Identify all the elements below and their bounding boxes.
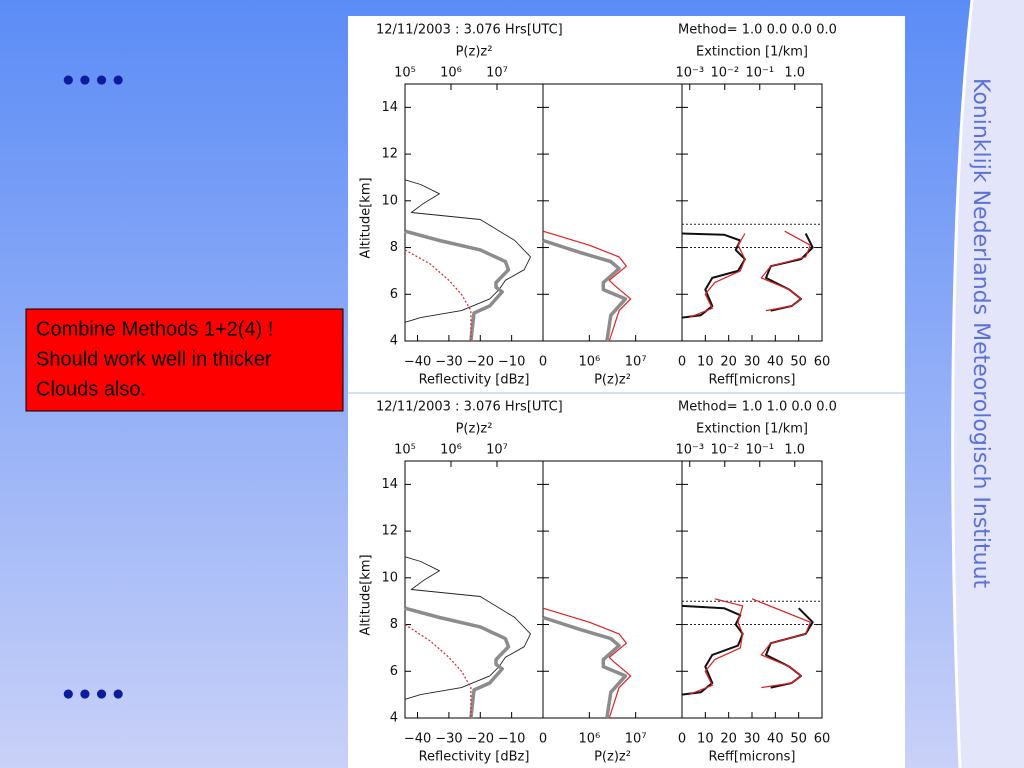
y-tick-label: 10 [381,570,398,585]
bullet: •••• [60,681,126,711]
x-tick-label: 10 [697,355,714,370]
profile-line [688,598,744,696]
top-tick-label: 10⁵ [394,443,416,458]
callout-line: Clouds also. [36,378,146,400]
side-band [952,0,1024,768]
top-tick-label: 10⁶ [440,66,462,81]
callout-line: Should work well in thicker [36,348,272,370]
profile-line [542,607,632,719]
callout-box [25,308,344,412]
y-tick-label: 6 [390,287,398,302]
x-tick-label: 0 [678,355,686,370]
top-axis-label: Extinction [1/km] [696,422,808,437]
y-axis-label: Altitude[km] [359,554,374,635]
top-tick-label: 1.0 [784,443,805,458]
y-tick-label: 4 [390,711,398,726]
profile-line [404,249,472,341]
profile-line [404,606,511,719]
x-axis-label: Reflectivity [dBz] [419,750,530,765]
x-tick-label: 0 [678,732,686,747]
y-tick-label: 8 [390,240,398,255]
x-axis-label: P(z)z² [594,750,631,765]
x-tick-label: 10⁷ [625,732,647,747]
x-tick-label: 60 [814,732,831,747]
figure-title: 12/11/2003 : 3.076 Hrs[UTC] [376,23,563,38]
side-band-edge [951,0,974,768]
profile-line [751,598,811,689]
x-tick-label: 40 [767,355,784,370]
top-axis-label: P(z)z² [456,422,493,437]
x-axis-label: Reff[microns] [709,373,796,388]
top-tick-label: 1.0 [784,66,805,81]
top-tick-label: 10⁻³ [675,443,704,458]
x-tick-label: 60 [814,355,831,370]
profile-line [681,232,746,319]
x-tick-label: 30 [744,732,761,747]
figure-background [348,16,905,768]
top-tick-label: 10⁷ [486,66,508,81]
x-axis-label: Reflectivity [dBz] [419,373,530,388]
top-tick-label: 10⁻¹ [745,66,774,81]
profile-line [760,230,811,312]
x-tick-label: 50 [790,732,807,747]
method-label: Method= 1.0 1.0 0.0 0.0 [678,400,837,415]
profile-line [404,556,531,700]
x-tick-label: 30 [744,355,761,370]
x-tick-label: −40 [404,732,431,747]
x-tick-label: 0 [539,355,547,370]
y-tick-label: 6 [390,664,398,679]
side-text: Koninklijk Nederlands Meteorologisch Ins… [968,78,993,589]
y-tick-label: 12 [381,524,398,539]
x-tick-label: −20 [467,355,494,370]
x-tick-label: 50 [790,355,807,370]
top-tick-label: 10⁷ [486,443,508,458]
profile-line [688,233,746,319]
x-tick-label: 10⁷ [625,355,647,370]
x-tick-label: −10 [498,355,525,370]
y-tick-label: 8 [390,617,398,632]
x-tick-label: 40 [767,732,784,747]
figure-title: 12/11/2003 : 3.076 Hrs[UTC] [376,400,563,415]
top-tick-label: 10⁻² [710,443,739,458]
y-axis-label: Altitude[km] [359,177,374,258]
profile-line [542,230,632,342]
profile-line [404,623,472,718]
x-tick-label: −10 [498,732,525,747]
x-tick-label: 10⁶ [578,732,600,747]
top-tick-label: 10⁵ [394,66,416,81]
y-tick-label: 4 [390,334,398,349]
y-tick-label: 14 [381,477,398,492]
y-tick-label: 10 [381,193,398,208]
x-tick-label: 0 [539,732,547,747]
y-tick-label: 14 [381,100,398,115]
x-tick-label: −40 [404,355,431,370]
x-tick-label: 20 [720,355,737,370]
x-tick-label: −30 [435,355,462,370]
profile-line [542,615,628,719]
profile-line [681,604,744,696]
x-tick-label: 10⁶ [578,355,600,370]
top-axis-label: P(z)z² [456,45,493,60]
x-axis-label: P(z)z² [594,373,631,388]
profile-line [404,179,531,323]
y-tick-label: 12 [381,147,398,162]
top-tick-label: 10⁶ [440,443,462,458]
profile-line [542,238,628,342]
x-tick-label: −30 [435,732,462,747]
method-label: Method= 1.0 0.0 0.0 0.0 [678,23,837,38]
top-tick-label: 10⁻³ [675,66,704,81]
top-tick-label: 10⁻¹ [745,443,774,458]
callout-line: Combine Methods 1+2(4) ! [36,318,273,340]
top-axis-label: Extinction [1/km] [696,45,808,60]
x-tick-label: −20 [467,732,494,747]
x-tick-label: 20 [720,732,737,747]
x-tick-label: 10 [697,732,714,747]
x-axis-label: Reff[microns] [709,750,796,765]
top-tick-label: 10⁻² [710,66,739,81]
bullet: •••• [60,67,126,97]
profile-line [404,229,511,342]
